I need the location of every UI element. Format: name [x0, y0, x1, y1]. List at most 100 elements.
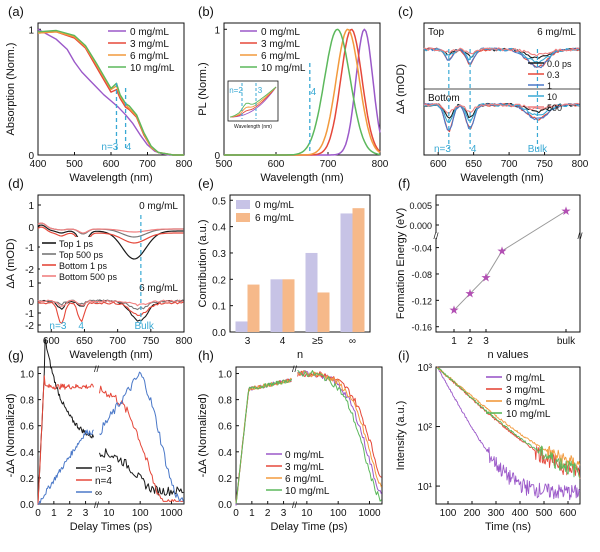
panel-c-xtick-label: 600 [430, 159, 447, 170]
panel-f-ytick-label: -0.16 [411, 323, 432, 333]
panel-c-annot-bulk: Bulk [528, 144, 548, 155]
panel-c-xtick-label: 700 [501, 159, 518, 170]
panel-f-xtick-label: 3 [483, 336, 489, 347]
panel-b-ytick-label: 0 [214, 151, 220, 162]
panel-c-bottom-label: Bottom [428, 93, 460, 104]
panel-i-xtick-label: 100 [440, 508, 457, 519]
panel-g-series-early [37, 429, 94, 505]
panel-e-ytick-label: 0.2 [212, 275, 226, 286]
panel-c-legend-label: 0.3 [547, 70, 560, 80]
panel-g-xtick-label: 1000 [160, 508, 183, 519]
panel-d-label: (d) [8, 176, 24, 191]
panel-i-frame [435, 366, 581, 505]
panel-i-xtick-label: 300 [488, 508, 505, 519]
panel-e-bar [305, 252, 318, 332]
panel-g-xtick-label: 0 [35, 508, 41, 519]
panel-a-xtick-label: 500 [66, 159, 83, 170]
panel-b-inset-line [230, 86, 277, 118]
panel-e-xtick-label: ≥5 [312, 336, 323, 347]
panel-g-label: (g) [8, 348, 24, 363]
panel-a-xlabel: Wavelength (nm) [69, 172, 152, 184]
panel-g-xtick-label: 10 [103, 508, 115, 519]
panel-f-xtick-label: 1 [451, 336, 457, 347]
panel-g-legend-label: n=3 [95, 464, 112, 475]
panel-g-series-early [37, 375, 94, 506]
panel-i-ytick-label: 10¹ [418, 482, 433, 493]
panel-f-ytick-label: 0.000 [409, 221, 432, 231]
panel-d-xtick-label: 800 [176, 336, 193, 347]
panel-f-ytick-label: -0.08 [411, 270, 432, 280]
panel-h-legend-label: 0 mg/mL [285, 450, 324, 461]
panel-c-top-label: Top [428, 27, 445, 38]
panel-e-bar [352, 208, 365, 332]
panel-g-series-late [99, 385, 184, 502]
panel-e-bar [247, 284, 260, 332]
panel-f-ytick-label: -0.04 [411, 244, 432, 254]
panel-d-ytick-label: -2 [25, 321, 34, 332]
panel-h-legend-bg [264, 448, 332, 500]
panel-i-series-line [436, 367, 581, 501]
panel-e-bar [270, 279, 283, 332]
panel-h-ytick-label: 0.2 [218, 474, 232, 485]
panel-d-legend-bg [40, 237, 104, 281]
panel-c-legend-label: 1 [547, 81, 552, 91]
panel-e-ytick-label: 0.4 [212, 223, 226, 234]
panel-c-xtick-label: 650 [465, 159, 482, 170]
panel-a-xtick-label: 400 [30, 159, 47, 170]
panel-d-ytick-label: -1 [25, 243, 34, 254]
panel-a-legend-label: 10 mg/mL [130, 63, 175, 74]
panel-e-frame [229, 194, 371, 333]
panel-b-legend-label: 0 mg/mL [261, 27, 300, 38]
panel-f-ylabel: Formation Energy (eV) [395, 208, 407, 319]
panel-g-legend-label: ∞ [95, 488, 102, 499]
panel-h-xtick-label: 1000 [358, 508, 381, 519]
panel-a-series-line [37, 29, 184, 156]
panel-c-series-line [423, 103, 580, 123]
panel-f-point-star: ★ [465, 287, 476, 301]
panel-i-legend-label: 3 mg/mL [506, 385, 545, 396]
panel-b-annot-4: 4 [311, 87, 317, 98]
panel-g-ylabel: -ΔA (Normalized) [5, 394, 17, 478]
panel-i-xtick-label: 400 [512, 508, 529, 519]
panel-i-label: (i) [398, 348, 410, 363]
panel-g-legend-label: n=4 [95, 476, 112, 487]
panel-b-xtick-label: 800 [372, 159, 389, 170]
panel-d-ytick-label: 1 [28, 201, 34, 212]
panel-g-xtick-label: 2 [67, 508, 73, 519]
panel-d-upper-line [37, 222, 184, 234]
panel-h-xtick-label: 10 [301, 508, 313, 519]
panel-b-inset-n2: n=2 [229, 86, 243, 95]
panel-h-legend-label: 10 mg/mL [285, 486, 330, 497]
panel-c-legend-label: 500 [547, 103, 562, 113]
panel-e-ytick-label: 0.3 [212, 249, 226, 260]
panel-d-legend-label: Top 500 ps [59, 250, 104, 260]
panel-c-series-line [423, 47, 580, 57]
panel-i-xtick-label: 200 [464, 508, 481, 519]
panel-d-xtick-label: 750 [142, 336, 159, 347]
panel-d-xtick-label: 650 [76, 336, 93, 347]
panel-b-legend-label: 3 mg/mL [261, 39, 300, 50]
panel-h-ylabel: -ΔA (Normalized) [197, 394, 209, 478]
panel-g-ytick-label: 0.8 [20, 396, 34, 407]
panel-g-xtick-label: 100 [132, 508, 149, 519]
panel-h-legend-label: 6 mg/mL [285, 474, 324, 485]
panel-b-label: (b) [198, 4, 214, 19]
panel-c-series-line [423, 102, 580, 131]
panel-f-ytick-label: -0.12 [411, 296, 432, 306]
panel-i-series-line [436, 366, 581, 470]
panel-f-axis-break-bg [432, 233, 440, 238]
panel-g-xtick-label: 3 [83, 508, 89, 519]
panel-d-xtick-label: 700 [109, 336, 126, 347]
panel-c-legend-label: 10 [547, 92, 557, 102]
panel-e-ytick-label: 0.5 [212, 196, 226, 207]
panel-i-legend-label: 0 mg/mL [506, 373, 545, 384]
panel-h-xlabel: Delay Time (ps) [270, 521, 347, 533]
panel-a-annot-n4: 4 [126, 142, 132, 153]
panel-a-legend-label: 6 mg/mL [130, 51, 169, 62]
panel-h-ytick-label: 0.6 [218, 422, 232, 433]
panel-f-xlabel: n values [488, 349, 529, 361]
panel-d-ytick-label: 1 [28, 279, 34, 290]
panel-a-ylabel: Absorption (Norm.) [5, 43, 17, 136]
panel-e-bar [317, 292, 330, 332]
panel-c-label: (c) [398, 4, 413, 19]
